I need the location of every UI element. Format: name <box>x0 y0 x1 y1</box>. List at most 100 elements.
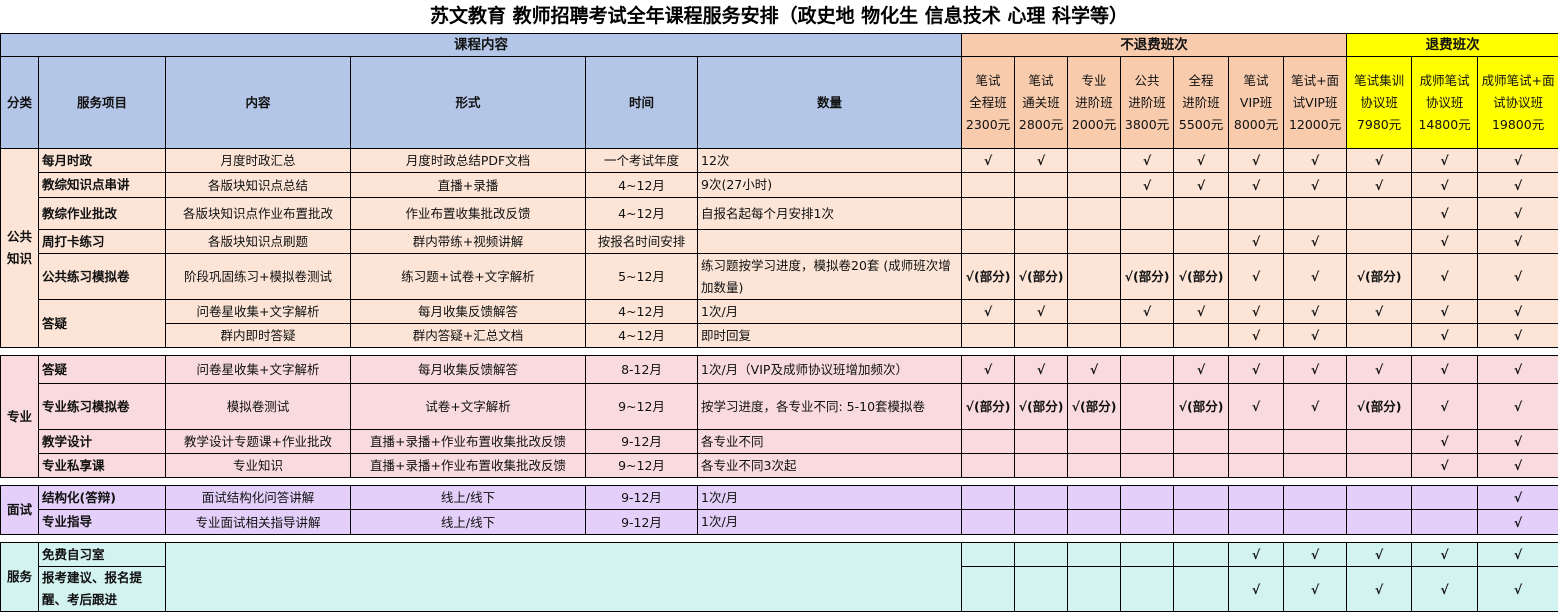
check-cell <box>961 429 1016 454</box>
quantity-cell <box>696 229 963 254</box>
class-header-line: 笔试 <box>1028 72 1054 88</box>
service-item-cell: 专业指导 <box>38 509 166 535</box>
check-cell: √ <box>1120 148 1175 173</box>
check-cell: √ <box>1346 299 1413 324</box>
check-cell: √ <box>1228 253 1285 300</box>
service-item-cell: 教综作业批改 <box>38 197 166 230</box>
section-gap <box>0 347 1558 356</box>
check-cell: √(部分) <box>1346 383 1413 430</box>
check-cell: √ <box>1014 148 1069 173</box>
quantity-cell: 9次(27小时) <box>696 172 963 198</box>
check-cell <box>1014 323 1069 348</box>
class-header: 笔试 VIP班 8000元 <box>1228 56 1285 149</box>
header-group-row: 课程内容 不退费班次 退费班次 <box>0 33 1558 57</box>
check-cell <box>1067 542 1122 567</box>
check-cell <box>961 542 1016 567</box>
check-cell: √ <box>1346 566 1413 612</box>
check-cell: √ <box>1283 172 1348 198</box>
class-header-line: 进阶班 <box>1182 94 1220 110</box>
check-cell <box>1228 485 1285 510</box>
check-cell: √ <box>1173 355 1230 384</box>
class-header: 笔试+面 试VIP班 12000元 <box>1283 56 1348 149</box>
form-cell: 每月收集反馈解答 <box>350 355 586 384</box>
check-cell <box>1346 197 1413 230</box>
check-cell: √ <box>1411 429 1479 454</box>
service-item-cell: 教学设计 <box>38 429 166 454</box>
class-header-line: 专业 <box>1081 72 1107 88</box>
check-cell: √ <box>1477 509 1558 535</box>
table-row: 群内即时答疑 群内答疑+汇总文档 4~12月 即时回复 √ √ √ √ <box>0 323 1558 348</box>
class-header-line: 全程班 <box>969 94 1007 110</box>
content-cell: 面试结构化问答讲解 <box>165 485 351 510</box>
column-header-category: 分类 <box>0 56 39 149</box>
check-cell <box>1067 172 1122 198</box>
class-header-line: 成师笔试+面 <box>1481 72 1555 88</box>
check-cell <box>1067 323 1122 348</box>
table-row: 答疑 问卷星收集+文字解析 每月收集反馈解答 4~12月 1次/月 √ √ √ √ √ √ √ √ √ <box>0 299 1558 348</box>
check-cell <box>1120 383 1175 430</box>
time-cell: 4~12月 <box>585 197 698 230</box>
column-header-time: 时间 <box>585 56 698 149</box>
check-cell: √ <box>1283 229 1348 254</box>
check-cell: √ <box>1067 355 1122 384</box>
quantity-cell: 自报名起每个月安排1次 <box>696 197 963 230</box>
check-cell <box>961 197 1016 230</box>
check-cell <box>961 453 1016 478</box>
check-cell: √ <box>1477 299 1558 324</box>
time-cell: 9~12月 <box>585 383 698 430</box>
check-cell: √ <box>1477 429 1558 454</box>
check-cell: √ <box>1228 172 1285 198</box>
class-header: 笔试 通关班 2800元 <box>1014 56 1069 149</box>
check-cell <box>1120 509 1175 535</box>
check-cell <box>1067 148 1122 173</box>
class-header: 全程 进阶班 5500元 <box>1173 56 1230 149</box>
check-cell <box>1067 509 1122 535</box>
check-cell: √ <box>1346 148 1413 173</box>
check-cell <box>1173 323 1230 348</box>
table-row: 面试 结构化(答辩) 面试结构化问答讲解 线上/线下 9-12月 1次/月 √ <box>0 485 1558 535</box>
check-cell <box>1173 197 1230 230</box>
table-row: 教综作业批改 各版块知识点作业布置批改 作业布置收集批改反馈 4~12月 自报名起每个月… <box>0 197 1558 230</box>
check-cell: √ <box>1346 355 1413 384</box>
check-cell: √ <box>1477 383 1558 430</box>
quantity-cell: 各专业不同 <box>696 429 963 454</box>
course-schedule-table: 课程内容 不退费班次 退费班次 分类 服务项目 内容 形式 时间 数量 笔试 全程班 2300元… <box>0 33 1558 612</box>
section-gap <box>0 534 1558 543</box>
check-cell: √ <box>1283 253 1348 300</box>
check-cell <box>1173 229 1230 254</box>
class-header-line: 成师笔试 <box>1419 72 1470 88</box>
check-cell: √ <box>1411 453 1479 478</box>
class-header: 公共 进阶班 3800元 <box>1120 56 1175 149</box>
table-row: 教综知识点串讲 各版块知识点总结 直播+录播 4~12月 9次(27小时) √ √ √ √ √ √ √ <box>0 172 1558 198</box>
class-header-line: 5500元 <box>1178 116 1224 132</box>
check-cell <box>961 509 1016 535</box>
check-cell: √ <box>1228 542 1285 567</box>
merged-empty-cell <box>164 542 963 612</box>
check-cell <box>1173 485 1230 510</box>
time-cell: 一个考试年度 <box>585 148 698 173</box>
class-header: 专业 进阶班 2000元 <box>1067 56 1122 149</box>
check-cell <box>1067 197 1122 230</box>
check-cell: √ <box>1477 566 1558 612</box>
class-header: 笔试 全程班 2300元 <box>961 56 1016 149</box>
table-row: 公共知识 每月时政 月度时政汇总 月度时政总结PDF文档 一个考试年度 12次 √ √ √ √ √ √… <box>0 148 1558 348</box>
time-cell: 8-12月 <box>585 355 698 384</box>
column-header-service-item: 服务项目 <box>38 56 166 149</box>
header-non-refund: 不退费班次 <box>961 33 1348 57</box>
check-cell <box>1120 429 1175 454</box>
category-cell: 专业 <box>0 355 39 478</box>
form-cell: 群内答疑+汇总文档 <box>350 323 586 348</box>
form-cell: 直播+录播+作业布置收集批改反馈 <box>350 429 586 454</box>
time-cell: 9-12月 <box>585 485 698 510</box>
class-header-line: 试VIP班 <box>1292 94 1338 110</box>
check-cell: √ <box>1477 229 1558 254</box>
check-cell: √(部分) <box>961 383 1016 430</box>
check-cell: √ <box>1411 323 1479 348</box>
quantity-cell: 练习题按学习进度，模拟卷20套 (成师班次增加数量) <box>696 253 963 300</box>
check-cell <box>1014 172 1069 198</box>
class-header: 成师笔试 协议班 14800元 <box>1411 56 1479 149</box>
check-cell: √ <box>1283 542 1348 567</box>
column-header-form: 形式 <box>350 56 586 149</box>
class-header: 笔试集训 协议班 7980元 <box>1346 56 1413 149</box>
check-cell <box>1283 429 1348 454</box>
